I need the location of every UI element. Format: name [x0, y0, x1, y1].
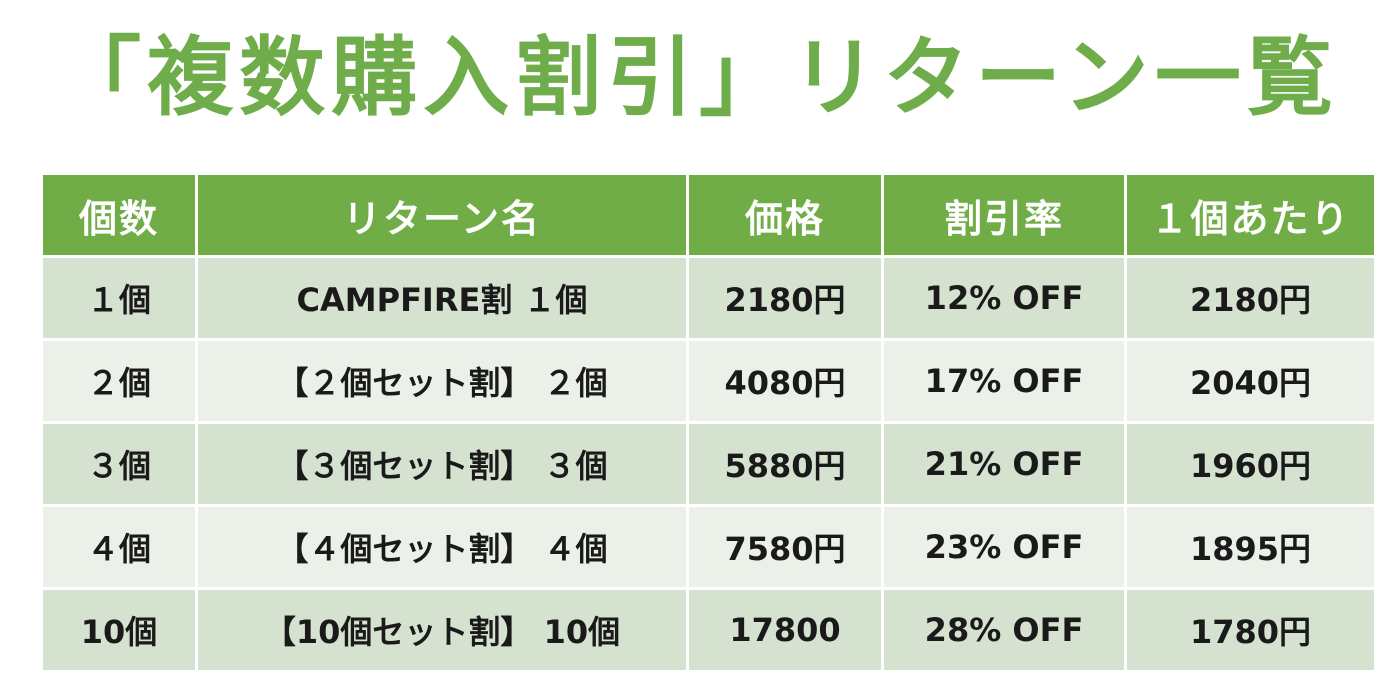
header-quantity: 個数: [40, 172, 198, 258]
table-header-row: 個数 リターン名 価格 割引率 １個あたり: [40, 172, 1377, 258]
cell-return-name: 【３個セット割】 ３個: [195, 421, 689, 507]
cell-discount-rate: 23% OFF: [881, 504, 1127, 590]
cell-discount-rate: 17% OFF: [881, 338, 1127, 424]
cell-return-name: 【10個セット割】 10個: [195, 587, 689, 673]
header-price-per-unit: １個あたり: [1124, 172, 1377, 258]
cell-discount-rate: 28% OFF: [881, 587, 1127, 673]
cell-return-name: CAMPFIRE割 １個: [195, 255, 689, 341]
table-row: １個 CAMPFIRE割 １個 2180円 12% OFF 2180円: [40, 255, 1377, 341]
cell-discount-rate: 21% OFF: [881, 421, 1127, 507]
cell-quantity: １個: [40, 255, 198, 341]
cell-price-per-unit: 2180円: [1124, 255, 1377, 341]
cell-quantity: ３個: [40, 421, 198, 507]
cell-price-per-unit: 1780円: [1124, 587, 1377, 673]
header-return-name: リターン名: [195, 172, 689, 258]
table-row: ３個 【３個セット割】 ３個 5880円 21% OFF 1960円: [40, 421, 1377, 507]
table-row: 10個 【10個セット割】 10個 17800 28% OFF 1780円: [40, 587, 1377, 673]
cell-price: 7580円: [686, 504, 884, 590]
cell-quantity: ２個: [40, 338, 198, 424]
header-discount-rate: 割引率: [881, 172, 1127, 258]
table-row: ４個 【４個セット割】 ４個 7580円 23% OFF 1895円: [40, 504, 1377, 590]
cell-discount-rate: 12% OFF: [881, 255, 1127, 341]
cell-price: 4080円: [686, 338, 884, 424]
page-title: 「複数購入割引」リターン一覧: [55, 28, 1339, 128]
cell-quantity: ４個: [40, 504, 198, 590]
cell-price-per-unit: 1895円: [1124, 504, 1377, 590]
cell-price-per-unit: 1960円: [1124, 421, 1377, 507]
cell-return-name: 【２個セット割】 ２個: [195, 338, 689, 424]
cell-price: 5880円: [686, 421, 884, 507]
returns-table: 個数 リターン名 価格 割引率 １個あたり １個 CAMPFIRE割 １個 21…: [40, 172, 1377, 673]
cell-return-name: 【４個セット割】 ４個: [195, 504, 689, 590]
cell-price-per-unit: 2040円: [1124, 338, 1377, 424]
cell-quantity: 10個: [40, 587, 198, 673]
table-row: ２個 【２個セット割】 ２個 4080円 17% OFF 2040円: [40, 338, 1377, 424]
header-price: 価格: [686, 172, 884, 258]
cell-price: 17800: [686, 587, 884, 673]
cell-price: 2180円: [686, 255, 884, 341]
